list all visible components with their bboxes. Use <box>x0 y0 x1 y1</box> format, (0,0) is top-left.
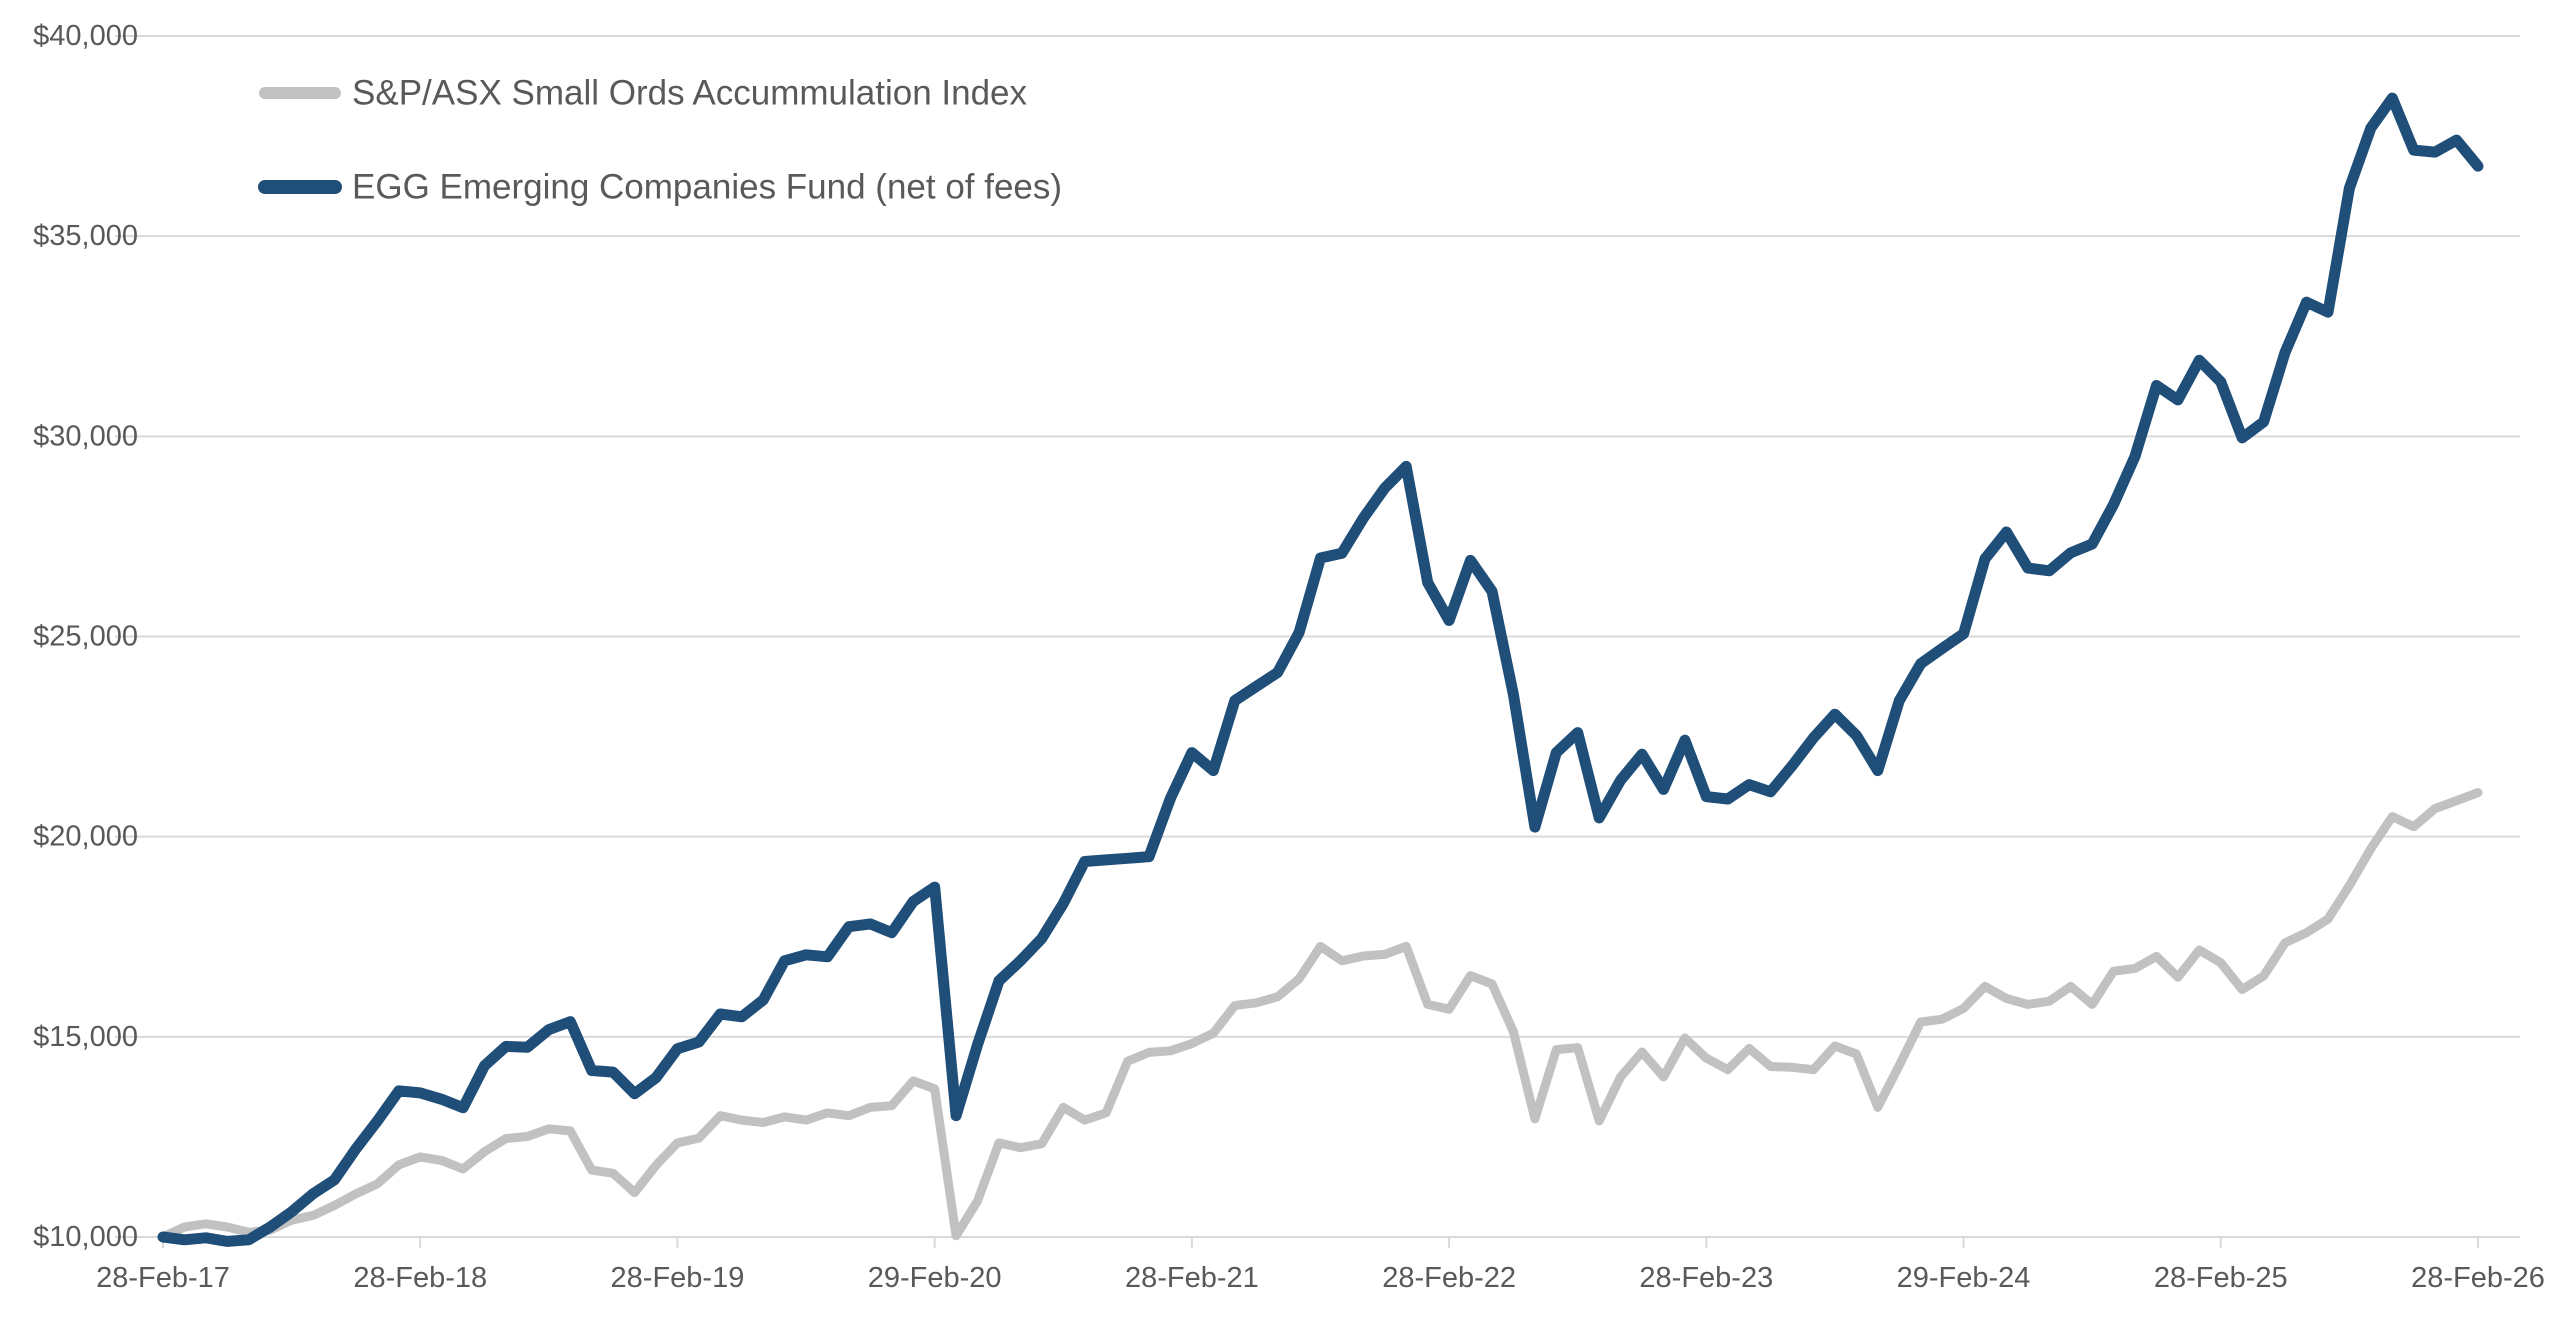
gridlines <box>115 35 2520 1238</box>
x-tick-label: 28-Feb-21 <box>1125 1262 1259 1294</box>
legend-label-egg-fund: EGG Emerging Companies Fund (net of fees… <box>352 168 1062 207</box>
series-lines <box>157 92 2484 1247</box>
series-line-small-ords-index <box>158 788 2483 1242</box>
x-tick-label: 28-Feb-17 <box>96 1262 230 1294</box>
y-tick-label: $30,000 <box>33 420 138 452</box>
x-tick-label: 28-Feb-22 <box>1382 1262 1516 1294</box>
y-tick-label: $40,000 <box>33 20 138 52</box>
x-tick-label: 29-Feb-24 <box>1897 1262 2031 1294</box>
x-tick-label: 29-Feb-20 <box>868 1262 1002 1294</box>
x-tick-label: 28-Feb-25 <box>2154 1262 2288 1294</box>
x-axis <box>162 1237 2479 1248</box>
x-tick-label: 28-Feb-18 <box>353 1262 487 1294</box>
legend: S&P/ASX Small Ords Accummulation Index EG… <box>258 74 1062 207</box>
y-axis-labels: $10,000 $15,000 $20,000 $25,000 $30,000 $35,0… <box>33 20 138 1253</box>
series-line-egg-fund <box>157 92 2484 1247</box>
x-tick-label: 28-Feb-23 <box>1639 1262 1773 1294</box>
x-axis-labels: 28-Feb-17 28-Feb-18 28-Feb-19 29-Feb-20 28-F… <box>96 1262 2545 1294</box>
legend-label-small-ords: S&P/ASX Small Ords Accummulation Index <box>352 74 1027 113</box>
x-tick-label: 28-Feb-19 <box>611 1262 745 1294</box>
y-tick-label: $15,000 <box>33 1021 138 1053</box>
y-tick-label: $10,000 <box>33 1221 138 1253</box>
y-tick-label: $20,000 <box>33 821 138 853</box>
y-tick-label: $25,000 <box>33 621 138 653</box>
y-tick-label: $35,000 <box>33 220 138 252</box>
x-tick-label: 28-Feb-26 <box>2411 1262 2545 1294</box>
